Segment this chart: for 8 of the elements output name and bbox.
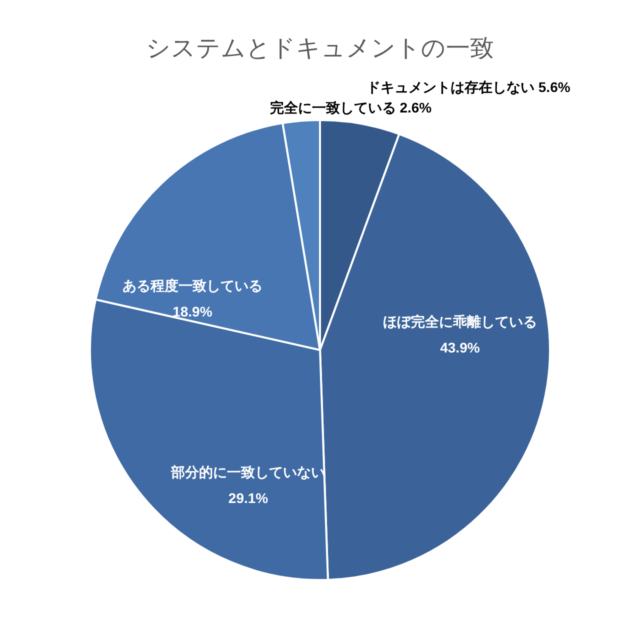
data-label: 43.9%	[440, 340, 480, 356]
slice-label: ドキュメントは存在しない 5.6%	[366, 79, 571, 96]
chart-title: システムとドキュメントの一致	[146, 35, 494, 62]
slice-label: ほぼ完全に乖離している	[382, 314, 537, 330]
slice-label: 完全に一致している 2.6%	[270, 100, 432, 116]
slice-label: ある程度一致している	[122, 277, 262, 294]
data-label: 18.9%	[172, 303, 213, 320]
data-label: 29.1%	[228, 490, 269, 506]
